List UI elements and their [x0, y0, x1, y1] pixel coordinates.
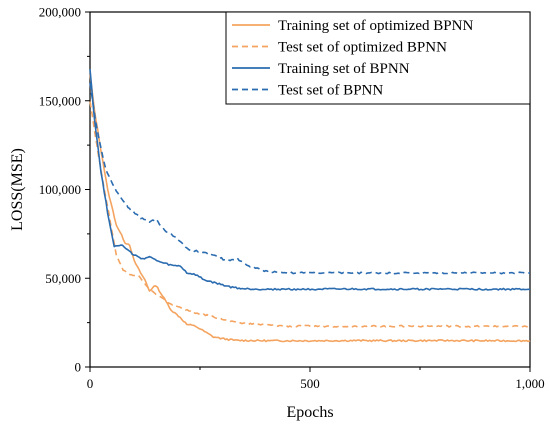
y-tick-label: 50,000: [45, 271, 81, 286]
y-tick-label: 0: [75, 360, 82, 375]
legend-label-4: Test set of BPNN: [278, 83, 383, 99]
series-layer: [89, 69, 531, 343]
x-tick-label: 1,000: [515, 376, 544, 391]
y-tick-label: 150,000: [39, 93, 81, 108]
legend-label-3: Training set of BPNN: [278, 61, 410, 77]
legend-label-1: Training set of optimized BPNN: [278, 18, 473, 34]
legend-label-2: Test set of optimized BPNN: [278, 40, 447, 56]
series-line-3: [89, 69, 530, 291]
y-tick-label: 200,000: [39, 5, 81, 20]
x-tick-label: 0: [87, 376, 94, 391]
series-line-4: [89, 82, 531, 275]
y-tick-label: 100,000: [39, 182, 81, 197]
legend: Training set of optimized BPNN Test set o…: [225, 11, 531, 105]
y-axis-ticks: 0 50,000 100,000 150,000 200,000: [39, 5, 90, 375]
series-line-1: [89, 73, 531, 343]
series-line-2: [89, 101, 531, 328]
x-axis-title: Epochs: [286, 404, 333, 421]
x-tick-label: 500: [300, 376, 320, 391]
legend-box: [225, 11, 531, 105]
y-axis-title: LOSS(MSE): [9, 148, 26, 231]
x-axis-ticks: 0 500 1,000: [87, 367, 545, 391]
